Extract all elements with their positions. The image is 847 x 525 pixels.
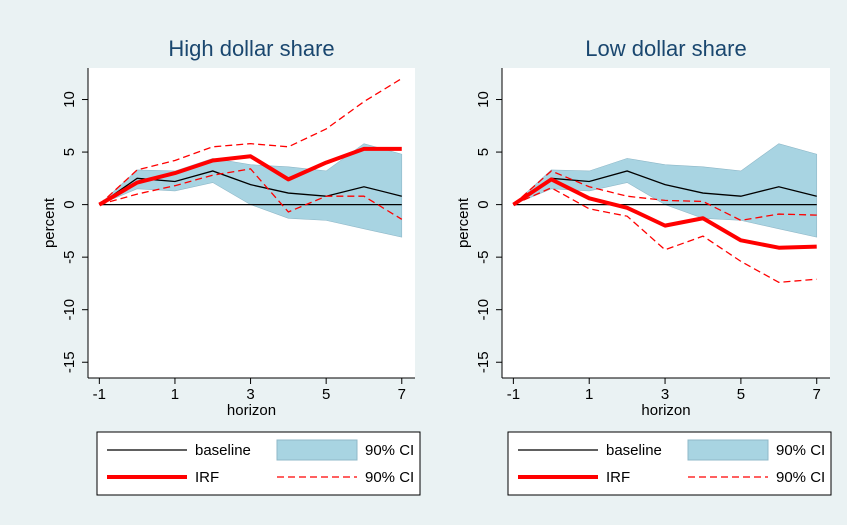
y-tick-label: 10 <box>475 91 492 108</box>
legend-label: 90% CI <box>776 469 825 486</box>
y-tick-label: -5 <box>475 250 492 263</box>
y-tick-label: -15 <box>475 351 492 373</box>
legend-box <box>507 431 832 496</box>
y-tick-label: 0 <box>61 200 78 208</box>
y-axis-label: percent <box>455 197 472 248</box>
legend-label: 90% CI <box>365 442 414 459</box>
x-axis-label: horizon <box>641 402 690 419</box>
y-tick-label: -10 <box>475 299 492 321</box>
chart-title: Low dollar share <box>585 36 746 61</box>
irf-line <box>98 146 402 207</box>
y-tick-label: 10 <box>61 91 78 108</box>
x-tick-label: 1 <box>171 386 179 403</box>
ci-line <box>98 77 403 206</box>
ci-line <box>513 187 817 284</box>
x-tick-label: 7 <box>398 386 406 403</box>
y-tick-label: -5 <box>61 250 78 263</box>
legend-label: baseline <box>195 442 251 459</box>
legend-box <box>96 431 421 496</box>
legend-swatch <box>276 439 358 461</box>
x-tick-label: 1 <box>585 386 593 403</box>
x-tick-label: 3 <box>661 386 669 403</box>
irf-line <box>512 177 817 250</box>
x-tick-label: -1 <box>93 386 106 403</box>
legend-label: IRF <box>606 469 630 486</box>
legend-label: 90% CI <box>365 469 414 486</box>
x-tick-label: 3 <box>246 386 254 403</box>
legend-label: 90% CI <box>776 442 825 459</box>
y-tick-label: 5 <box>475 148 492 156</box>
y-tick-label: 0 <box>475 200 492 208</box>
legend-label: IRF <box>195 469 219 486</box>
x-axis-label: horizon <box>227 402 276 419</box>
x-tick-label: 7 <box>813 386 821 403</box>
ci-line <box>99 168 403 220</box>
y-axis-label: percent <box>41 197 58 248</box>
y-tick-label: 5 <box>61 148 78 156</box>
y-tick-label: -10 <box>61 299 78 321</box>
x-tick-label: 5 <box>322 386 330 403</box>
baseline-line <box>513 170 817 206</box>
chart-title: High dollar share <box>168 36 334 61</box>
ci-line <box>512 170 817 222</box>
legend-swatch <box>687 439 769 461</box>
x-tick-label: 5 <box>737 386 745 403</box>
legend-label: baseline <box>606 442 662 459</box>
x-tick-label: -1 <box>507 386 520 403</box>
y-tick-label: -15 <box>61 351 78 373</box>
